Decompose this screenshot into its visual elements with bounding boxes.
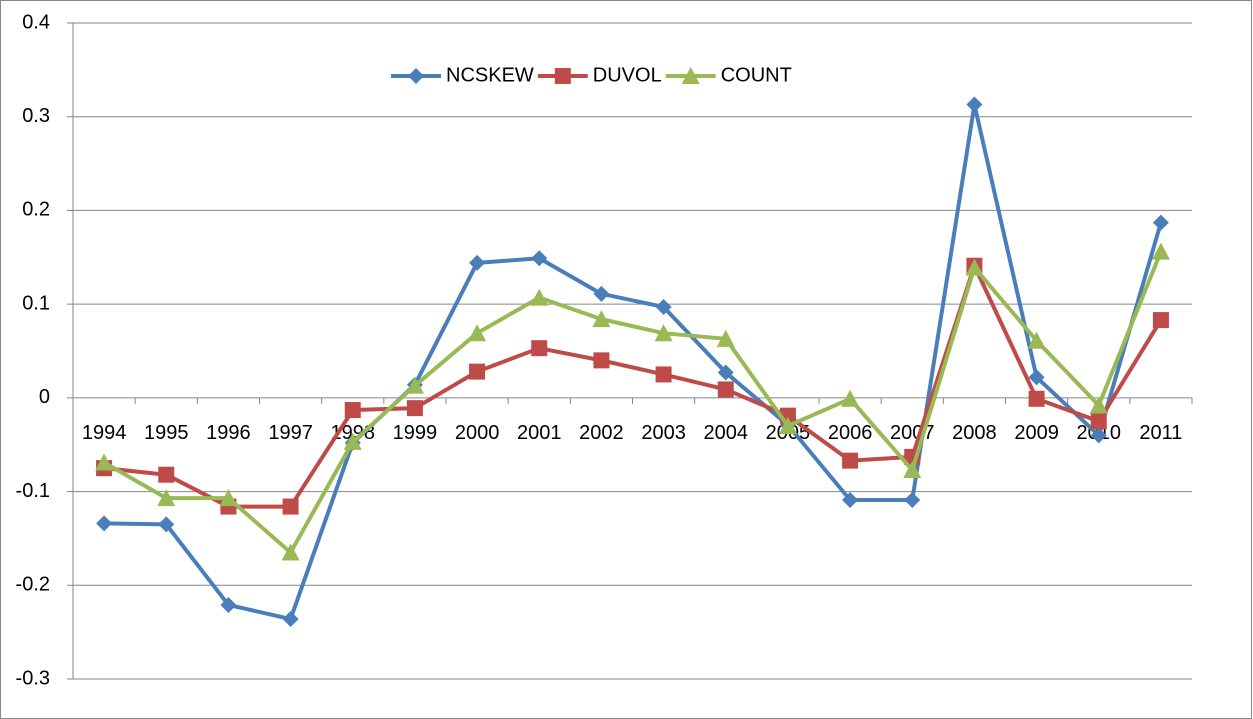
- legend-label: COUNT: [721, 64, 792, 86]
- x-tick-label: 2001: [517, 422, 562, 444]
- marker: [842, 492, 859, 509]
- marker: [96, 515, 113, 532]
- x-tick-label: 2008: [952, 422, 997, 444]
- y-tick-label: 0: [39, 386, 50, 408]
- marker: [778, 416, 797, 434]
- marker: [405, 376, 424, 394]
- marker: [1152, 312, 1169, 329]
- x-tick-label: 1995: [144, 422, 189, 444]
- marker: [717, 381, 734, 398]
- marker: [95, 453, 114, 471]
- legend-label: NCSKEW: [446, 64, 534, 86]
- marker: [282, 611, 299, 628]
- marker: [654, 324, 673, 342]
- marker: [219, 489, 238, 507]
- marker: [592, 310, 611, 328]
- marker: [282, 498, 299, 515]
- marker: [1090, 427, 1107, 444]
- marker: [406, 400, 423, 417]
- marker: [531, 340, 548, 357]
- marker: [593, 285, 610, 302]
- x-tick-label: 1996: [206, 422, 251, 444]
- marker: [1028, 390, 1045, 407]
- legend-marker: [408, 68, 424, 84]
- marker: [530, 288, 549, 306]
- marker: [841, 389, 860, 407]
- legend-marker: [554, 68, 571, 84]
- marker: [469, 254, 486, 271]
- x-tick-label: 1994: [82, 422, 127, 444]
- series-line: [103, 250, 1163, 555]
- marker: [1090, 413, 1107, 430]
- y-tick-label: 0.2: [22, 199, 50, 221]
- marker: [904, 492, 921, 509]
- legend-label: DUVOL: [593, 64, 662, 86]
- marker: [655, 366, 672, 383]
- marker: [717, 364, 734, 381]
- marker: [903, 461, 922, 479]
- marker: [158, 516, 175, 533]
- y-tick-label: -0.2: [16, 574, 50, 596]
- marker: [716, 329, 735, 347]
- marker: [343, 432, 362, 450]
- marker: [469, 363, 486, 380]
- x-tick-label: 2009: [1014, 422, 1059, 444]
- y-tick-label: -0.1: [16, 480, 50, 502]
- marker: [1028, 369, 1045, 386]
- marker: [281, 543, 300, 561]
- marker: [1151, 242, 1170, 260]
- marker: [593, 352, 610, 369]
- legend-marker: [681, 67, 700, 84]
- x-tick-label: 2000: [455, 422, 500, 444]
- x-tick-label: 2006: [828, 422, 873, 444]
- marker: [966, 96, 983, 113]
- marker: [344, 402, 361, 419]
- series-line: [103, 263, 1163, 509]
- marker: [842, 452, 859, 469]
- marker: [655, 298, 672, 315]
- y-tick-label: 0.1: [22, 292, 50, 314]
- marker: [1152, 214, 1169, 231]
- x-tick-label: 2003: [641, 422, 686, 444]
- marker: [1089, 396, 1108, 414]
- y-tick-label: 0.3: [22, 105, 50, 127]
- marker: [158, 466, 175, 483]
- y-tick-label: -0.3: [16, 667, 50, 689]
- x-tick-label: 2002: [579, 422, 624, 444]
- x-tick-label: 2011: [1139, 422, 1182, 444]
- marker: [220, 596, 237, 613]
- marker: [531, 250, 548, 267]
- marker: [1027, 331, 1046, 349]
- x-tick-label: 2004: [704, 422, 749, 444]
- marker: [157, 489, 176, 507]
- x-tick-label: 1997: [268, 422, 313, 444]
- marker: [468, 324, 487, 342]
- series-line: [104, 102, 1163, 622]
- marker: [965, 258, 984, 276]
- x-tick-label: 1999: [393, 422, 438, 444]
- y-tick-label: 0.4: [22, 11, 50, 33]
